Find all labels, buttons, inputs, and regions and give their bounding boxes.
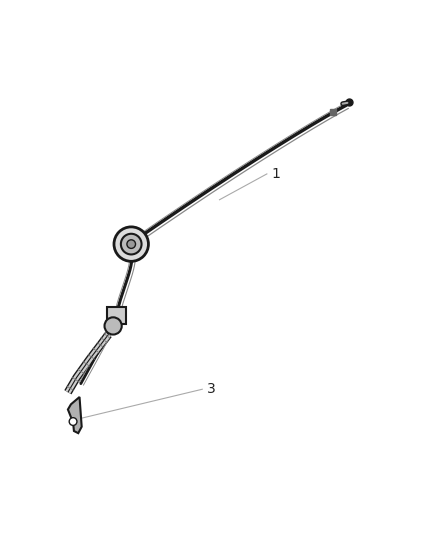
- Circle shape: [127, 240, 135, 248]
- Text: 1: 1: [271, 167, 279, 181]
- Text: 3: 3: [206, 382, 215, 396]
- Circle shape: [120, 234, 141, 254]
- FancyBboxPatch shape: [106, 307, 126, 324]
- Circle shape: [69, 418, 77, 425]
- Polygon shape: [68, 397, 81, 433]
- Circle shape: [104, 317, 121, 335]
- Circle shape: [114, 227, 148, 261]
